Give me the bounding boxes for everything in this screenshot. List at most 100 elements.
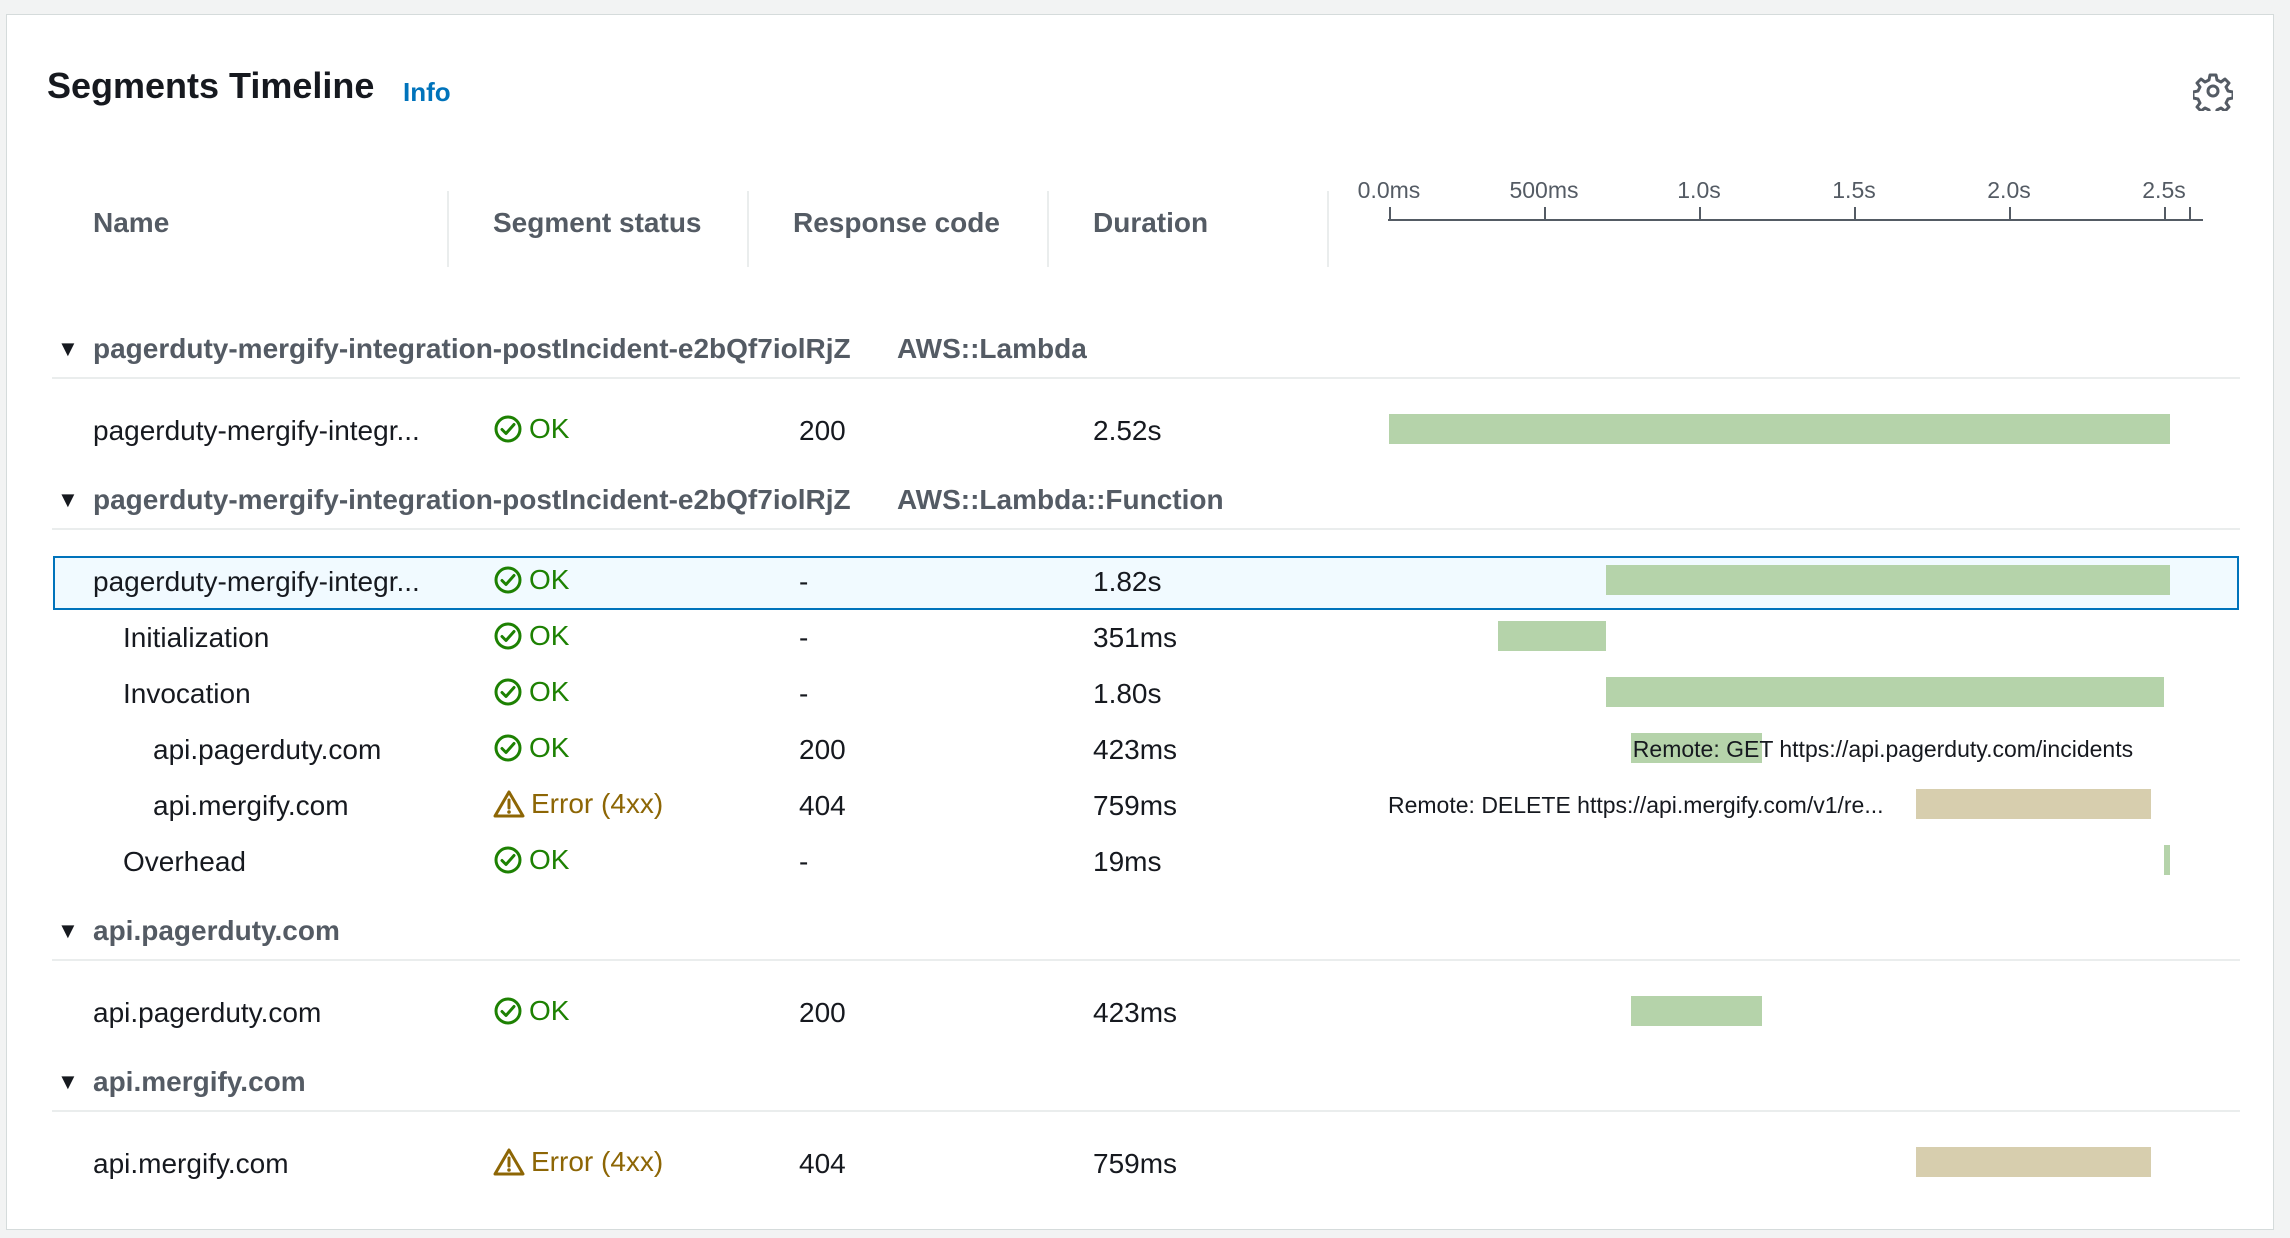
segment-status: OK [493, 844, 569, 876]
segment-status-label: OK [529, 844, 570, 875]
segment-duration: 423ms [1093, 997, 1178, 1028]
group-type: AWS::Lambda [897, 333, 1087, 364]
segment-duration: 1.80s [1093, 678, 1162, 709]
axis-tick-label: 1.0s [1677, 177, 1721, 203]
column-divider[interactable] [1327, 191, 1329, 267]
segment-status-label: OK [529, 620, 570, 651]
segment-status-label: OK [529, 676, 570, 707]
segment-duration: 759ms [1093, 1148, 1178, 1179]
axis-tick [1699, 207, 1701, 221]
segment-status: OK [493, 413, 569, 445]
check-circle-icon [493, 621, 523, 651]
column-header-name[interactable]: Name [93, 207, 170, 238]
axis-tick [1389, 207, 1391, 221]
axis-tick [2164, 207, 2166, 221]
segment-name[interactable]: pagerduty-mergify-integr... [93, 415, 420, 446]
column-header-duration[interactable]: Duration [1093, 207, 1209, 238]
response-code: 404 [799, 1148, 846, 1179]
segment-status-label: OK [529, 564, 570, 595]
axis-tick-label: 0.0ms [1357, 177, 1421, 203]
timeline-bar[interactable] [1630, 996, 1762, 1026]
response-code: - [799, 678, 809, 709]
column-header-response[interactable]: Response code [793, 207, 1000, 238]
segment-status: OK [493, 564, 569, 596]
segment-status-label: Error (4xx) [531, 788, 664, 819]
timeline-bar[interactable] [1606, 565, 2171, 595]
segment-status-label: OK [529, 732, 570, 763]
segment-duration: 19ms [1093, 846, 1162, 877]
column-divider[interactable] [1047, 191, 1049, 267]
group-name[interactable]: api.pagerduty.com [93, 915, 340, 946]
check-circle-icon [493, 996, 523, 1026]
timeline-bar[interactable] [1606, 677, 2164, 707]
segment-duration: 351ms [1093, 622, 1178, 653]
expand-toggle-icon[interactable]: ▼ [57, 1069, 79, 1094]
segment-status: OK [493, 995, 569, 1027]
axis-tick [2009, 207, 2011, 221]
axis-tick [2189, 207, 2191, 221]
segment-name[interactable]: pagerduty-mergify-integr... [93, 566, 420, 597]
info-link[interactable]: Info [403, 77, 451, 107]
group-divider [52, 377, 2240, 379]
segment-name[interactable]: Initialization [123, 622, 270, 653]
segment-status: OK [493, 732, 569, 764]
axis-tick-label: 2.0s [1987, 177, 2031, 203]
response-code: 200 [799, 734, 846, 765]
segment-status: OK [493, 620, 569, 652]
group-name[interactable]: api.mergify.com [93, 1066, 306, 1097]
check-circle-icon [493, 845, 523, 875]
timeline-bar[interactable] [1389, 414, 2171, 444]
warning-icon [493, 1147, 525, 1177]
axis-tick [1854, 207, 1856, 221]
group-name[interactable]: pagerduty-mergify-integration-postIncide… [93, 484, 851, 515]
segment-name[interactable]: Invocation [123, 678, 251, 709]
segment-status-label: OK [529, 995, 570, 1026]
segment-name[interactable]: Overhead [123, 846, 246, 877]
segment-name[interactable]: api.pagerduty.com [93, 997, 322, 1028]
column-header-status[interactable]: Segment status [493, 207, 702, 238]
segment-duration: 2.52s [1093, 415, 1162, 446]
timeline-bar[interactable] [1916, 789, 2152, 819]
group-name[interactable]: pagerduty-mergify-integration-postIncide… [93, 333, 851, 364]
response-code: - [799, 622, 809, 653]
timeline-bar[interactable] [2164, 845, 2170, 875]
group-divider [52, 528, 2240, 530]
panel-title: Segments Timeline [47, 65, 375, 106]
segment-status: Error (4xx) [493, 1146, 663, 1178]
remote-call-label: Remote: DELETE https://api.mergify.com/v… [1388, 792, 1884, 818]
axis-line [1388, 219, 2203, 221]
timeline-bar[interactable] [1497, 621, 1607, 651]
timeline-bar[interactable] [1916, 1147, 2152, 1177]
segment-status-label: Error (4xx) [531, 1146, 664, 1177]
check-circle-icon [493, 677, 523, 707]
check-circle-icon [493, 565, 523, 595]
warning-icon [493, 789, 525, 819]
segment-duration: 423ms [1093, 734, 1178, 765]
response-code: 200 [799, 997, 846, 1028]
response-code: 404 [799, 790, 846, 821]
check-circle-icon [493, 414, 523, 444]
check-circle-icon [493, 733, 523, 763]
group-divider [52, 959, 2240, 961]
segment-name[interactable]: api.mergify.com [93, 1148, 289, 1179]
expand-toggle-icon[interactable]: ▼ [57, 487, 79, 512]
expand-toggle-icon[interactable]: ▼ [57, 918, 79, 943]
remote-call-label: Remote: GET https://api.pagerduty.com/in… [1632, 736, 2134, 762]
timeline-bar[interactable] [1630, 733, 1762, 763]
segment-name[interactable]: api.mergify.com [153, 790, 349, 821]
axis-tick-label: 1.5s [1832, 177, 1876, 203]
expand-toggle-icon[interactable]: ▼ [57, 336, 79, 361]
column-divider[interactable] [447, 191, 449, 267]
column-divider[interactable] [747, 191, 749, 267]
response-code: - [799, 846, 809, 877]
response-code: - [799, 566, 809, 597]
segment-duration: 1.82s [1093, 566, 1162, 597]
segment-duration: 759ms [1093, 790, 1178, 821]
axis-tick-label: 2.5s [2142, 177, 2186, 203]
segment-status-label: OK [529, 413, 570, 444]
axis-tick [1544, 207, 1546, 221]
response-code: 200 [799, 415, 846, 446]
segment-name[interactable]: api.pagerduty.com [153, 734, 382, 765]
axis-tick-label: 500ms [1509, 177, 1579, 203]
gear-icon[interactable] [2191, 71, 2235, 117]
